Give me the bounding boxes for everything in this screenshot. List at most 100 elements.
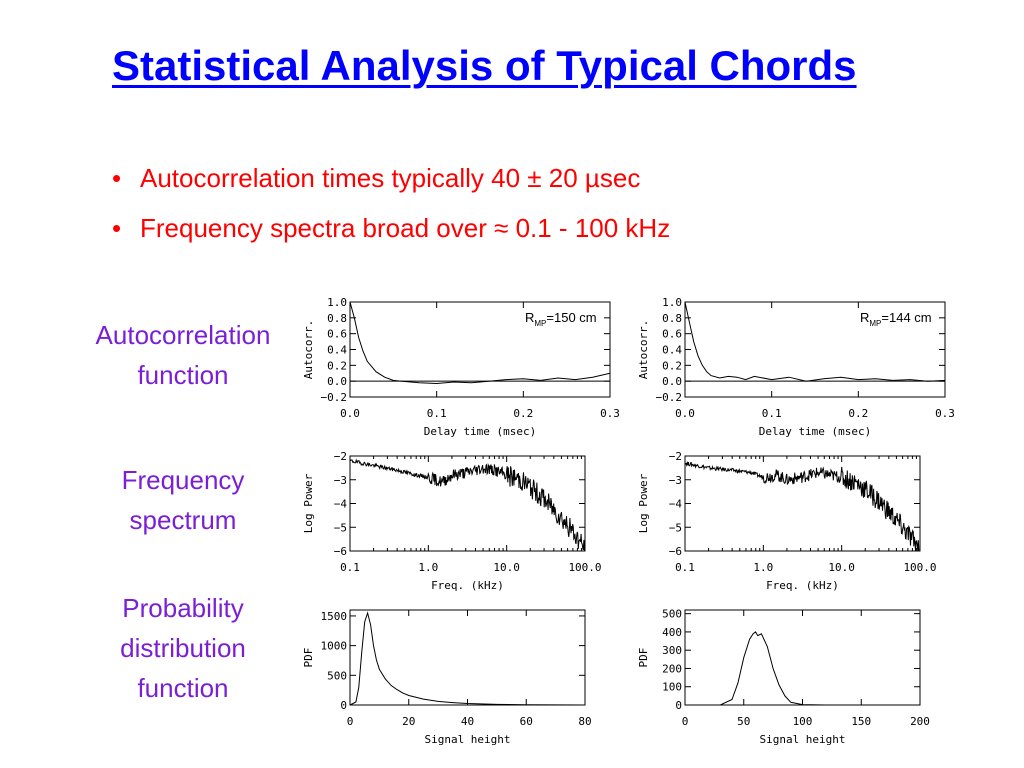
y-tick-label: 0 — [675, 699, 682, 712]
bullet-item-frequency: • Frequency spectra broad over ≈ 0.1 - 10… — [112, 208, 670, 258]
x-tick-label: 200 — [910, 715, 930, 728]
bullet-item-autocorrelation: • Autocorrelation times typically 40 ± 20… — [112, 158, 670, 208]
y-tick-label: −3 — [669, 474, 682, 487]
y-tick-label: 500 — [327, 669, 347, 682]
row-label-line: function — [137, 673, 229, 703]
x-tick-label: 0.3 — [935, 407, 955, 420]
data-trace — [349, 301, 611, 385]
row-label-line: function — [137, 360, 229, 390]
y-tick-label: 1.0 — [327, 296, 347, 309]
y-tick-label: 200 — [662, 662, 682, 675]
row-label-autocorrelation: Autocorrelation function — [58, 315, 308, 395]
bullet-text: Frequency spectra broad over ≈ 0.1 - 100… — [140, 213, 671, 243]
y-tick-label: 300 — [662, 644, 682, 657]
data-trace — [349, 611, 586, 706]
x-tick-label: 80 — [578, 715, 591, 728]
row-label-frequency: Frequency spectrum — [58, 460, 308, 540]
y-tick-label: 1.0 — [662, 296, 682, 309]
y-tick-label: 0.6 — [327, 328, 347, 341]
y-tick-label: 0.0 — [327, 375, 347, 388]
y-tick-label: −5 — [669, 521, 682, 534]
y-axis-title: Log Power — [637, 473, 650, 533]
y-tick-label: −4 — [334, 498, 348, 511]
y-tick-label: 0.2 — [327, 359, 347, 372]
x-tick-label: 20 — [402, 715, 415, 728]
y-tick-label: −4 — [669, 498, 683, 511]
y-tick-label: 0.4 — [662, 344, 682, 357]
y-tick-label: −5 — [334, 521, 347, 534]
y-tick-label: −3 — [334, 474, 347, 487]
x-tick-label: 0.1 — [340, 561, 360, 574]
plot-frame — [349, 609, 586, 706]
x-tick-label: 0.2 — [513, 407, 533, 420]
x-axis-title: Freq. (kHz) — [766, 579, 839, 592]
pdf-plot-left: 0 500 1000 1500 0 20 40 60 80 Signal height PDF — [302, 609, 592, 746]
y-tick-label: −0.2 — [656, 391, 683, 404]
x-tick-label: 0.2 — [848, 407, 868, 420]
x-tick-label: 0 — [347, 715, 354, 728]
y-tick-label: 400 — [662, 626, 682, 639]
y-tick-label: 500 — [662, 608, 682, 621]
y-axis-title: Autocorr. — [637, 320, 650, 380]
x-tick-label: 0.0 — [675, 407, 695, 420]
data-trace — [685, 631, 920, 706]
y-tick-label: 0.4 — [327, 344, 347, 357]
x-tick-label: 0.1 — [675, 561, 695, 574]
x-axis-title: Signal height — [759, 733, 845, 746]
bullet-text: Autocorrelation times typically 40 ± 20 … — [140, 163, 641, 193]
y-tick-label: −2 — [669, 450, 682, 463]
x-tick-label: 150 — [851, 715, 871, 728]
data-trace — [349, 458, 585, 552]
row-label-line: Probability — [122, 593, 244, 623]
x-tick-label: 0.3 — [600, 407, 620, 420]
row-label-line: distribution — [120, 633, 246, 663]
row-label-line: Autocorrelation — [95, 320, 271, 350]
y-tick-label: 0.2 — [662, 359, 682, 372]
x-tick-label: 1.0 — [753, 561, 773, 574]
y-axis-title: PDF — [637, 648, 650, 668]
x-tick-label: 10.0 — [828, 561, 855, 574]
y-axis-title: Log Power — [302, 473, 315, 533]
x-axis-title: Delay time (msec) — [759, 425, 872, 438]
x-tick-label: 60 — [520, 715, 533, 728]
autocorrelation-plot-150cm: −0.2 0.0 0.2 0.4 0.6 0.8 1.0 0.0 0.1 0.2 0.3 Delay … — [302, 296, 620, 438]
radius-annotation: RMP=144 cm — [860, 310, 932, 328]
frequency-spectrum-plot-left: −6 −5 −4 −3 −2 0.1 1.0 10.0 100.0 Freq. (kHz) Log … — [302, 450, 602, 592]
data-trace — [684, 301, 946, 382]
x-tick-label: 100.0 — [568, 561, 601, 574]
row-label-pdf: Probability distribution function — [58, 588, 308, 708]
bullet-dot: • — [112, 213, 122, 243]
x-axis-title: Freq. (kHz) — [431, 579, 504, 592]
bullet-list: • Autocorrelation times typically 40 ± 20… — [112, 158, 670, 258]
x-tick-label: 0.1 — [762, 407, 782, 420]
y-tick-label: 0.8 — [327, 312, 347, 325]
y-tick-label: 0 — [340, 699, 347, 712]
y-tick-label: −6 — [334, 545, 347, 558]
x-axis-title: Delay time (msec) — [424, 425, 537, 438]
x-tick-label: 40 — [461, 715, 474, 728]
y-axis-title: Autocorr. — [302, 320, 315, 380]
frequency-spectrum-plot-right: −6 −5 −4 −3 −2 0.1 1.0 10.0 100.0 Freq. (kHz) Log … — [637, 450, 937, 592]
y-tick-label: 1000 — [321, 640, 348, 653]
y-axis-title: PDF — [302, 648, 315, 668]
plot-frame — [684, 609, 921, 706]
x-tick-label: 100.0 — [903, 561, 936, 574]
bullet-dot: • — [112, 163, 122, 193]
y-tick-label: −0.2 — [321, 391, 348, 404]
row-label-line: spectrum — [129, 505, 237, 535]
autocorrelation-plot-144cm: −0.2 0.0 0.2 0.4 0.6 0.8 1.0 0.0 0.1 0.2 0.3 Delay … — [637, 296, 955, 438]
x-tick-label: 100 — [793, 715, 813, 728]
x-tick-label: 0 — [682, 715, 689, 728]
pdf-plot-right: 0 100 200 300 400 500 0 50 100 150 200 Signal heigh… — [637, 608, 930, 746]
x-axis-title: Signal height — [424, 733, 510, 746]
y-tick-label: 1500 — [321, 610, 348, 623]
y-tick-label: −2 — [334, 450, 347, 463]
radius-annotation: RMP=150 cm — [525, 310, 597, 328]
x-tick-label: 0.0 — [340, 407, 360, 420]
y-tick-label: 0.8 — [662, 312, 682, 325]
y-tick-label: 0.6 — [662, 328, 682, 341]
y-tick-label: 100 — [662, 681, 682, 694]
y-tick-label: 0.0 — [662, 375, 682, 388]
row-label-line: Frequency — [121, 465, 245, 495]
x-tick-label: 1.0 — [418, 561, 438, 574]
